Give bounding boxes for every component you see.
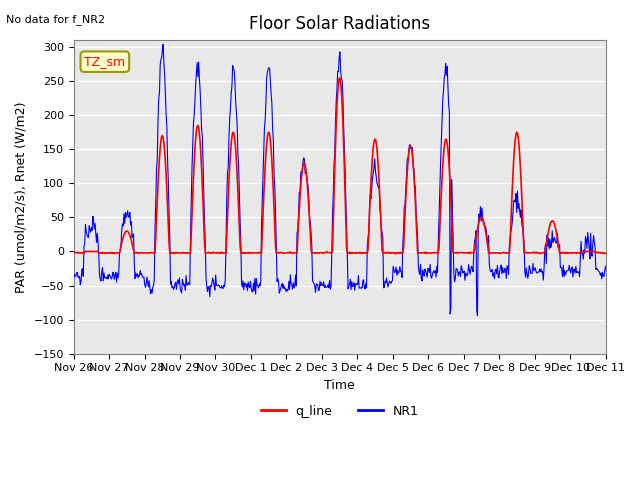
Text: No data for f_NR2: No data for f_NR2 bbox=[6, 14, 106, 25]
X-axis label: Time: Time bbox=[324, 379, 355, 392]
Text: TZ_sm: TZ_sm bbox=[84, 55, 125, 68]
Y-axis label: PAR (umol/m2/s), Rnet (W/m2): PAR (umol/m2/s), Rnet (W/m2) bbox=[15, 101, 28, 293]
Legend: q_line, NR1: q_line, NR1 bbox=[255, 400, 424, 423]
Title: Floor Solar Radiations: Floor Solar Radiations bbox=[249, 15, 430, 33]
